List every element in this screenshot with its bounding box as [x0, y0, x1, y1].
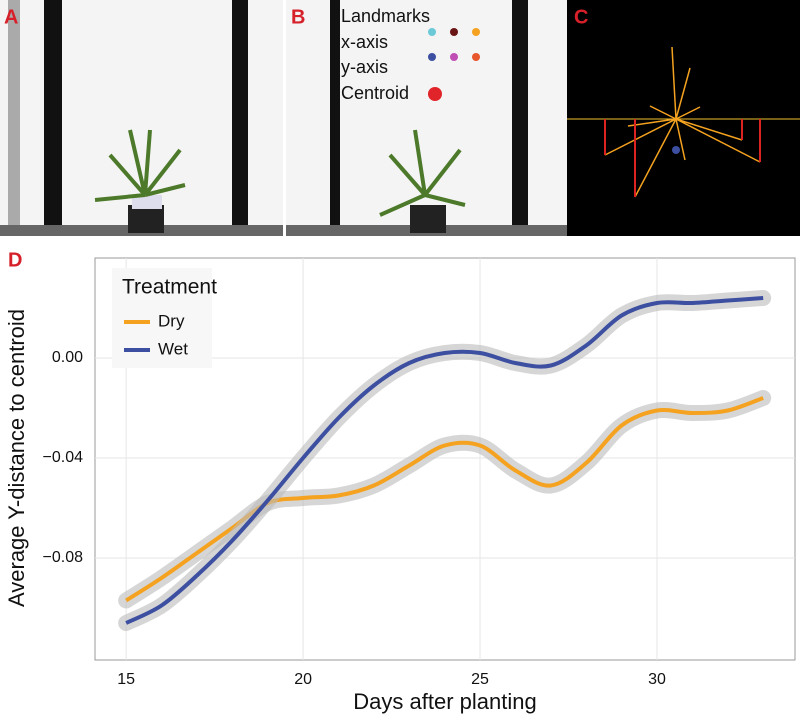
legend-label: Dry	[158, 311, 185, 330]
panel-a-image	[0, 0, 283, 236]
x-tick-label: 25	[471, 671, 489, 688]
marks	[118, 290, 772, 631]
panel-b-image	[286, 0, 567, 236]
series-line	[125, 396, 764, 603]
y-axis-label: Average Y-distance to centroid	[4, 309, 29, 607]
legend-title: Treatment	[122, 276, 217, 299]
legend-label: Centroid	[341, 83, 409, 103]
legend-label: y-axis	[341, 57, 388, 77]
y-tick-label: −0.04	[43, 449, 84, 466]
x-tick-label: 20	[294, 671, 312, 688]
x-tick-label: 30	[648, 671, 666, 688]
series-line	[125, 296, 764, 625]
x-axis-label: Days after planting	[353, 689, 536, 714]
panel-label: A	[4, 6, 18, 28]
legend-title: Landmarks	[341, 6, 430, 26]
legend-label: x-axis	[341, 32, 388, 52]
panel-label: C	[574, 6, 588, 28]
legend-label: Wet	[158, 339, 188, 358]
x-tick-label: 15	[117, 671, 135, 688]
y-tick-label: 0.00	[52, 349, 83, 366]
panel-c-image	[567, 0, 800, 236]
panel-label: B	[291, 6, 305, 28]
panel-label: D	[8, 249, 22, 271]
legend: Treatment Dry Wet	[112, 268, 217, 368]
y-tick-label: −0.08	[43, 549, 84, 566]
